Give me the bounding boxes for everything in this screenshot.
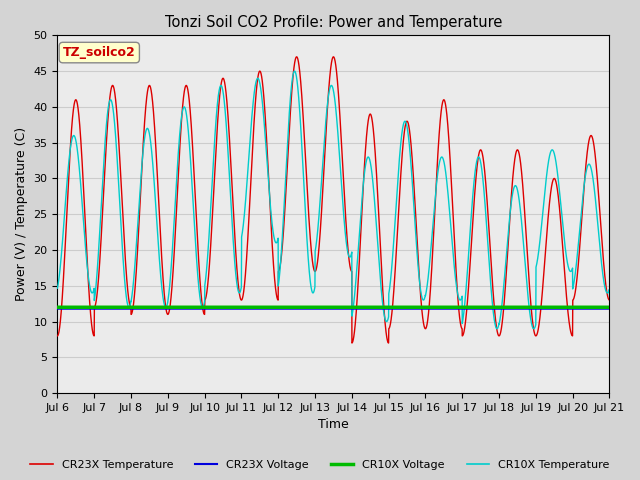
Y-axis label: Power (V) / Temperature (C): Power (V) / Temperature (C)	[15, 127, 28, 301]
X-axis label: Time: Time	[318, 419, 349, 432]
Title: Tonzi Soil CO2 Profile: Power and Temperature: Tonzi Soil CO2 Profile: Power and Temper…	[164, 15, 502, 30]
Text: TZ_soilco2: TZ_soilco2	[63, 46, 136, 59]
Legend: CR23X Temperature, CR23X Voltage, CR10X Voltage, CR10X Temperature: CR23X Temperature, CR23X Voltage, CR10X …	[26, 456, 614, 474]
